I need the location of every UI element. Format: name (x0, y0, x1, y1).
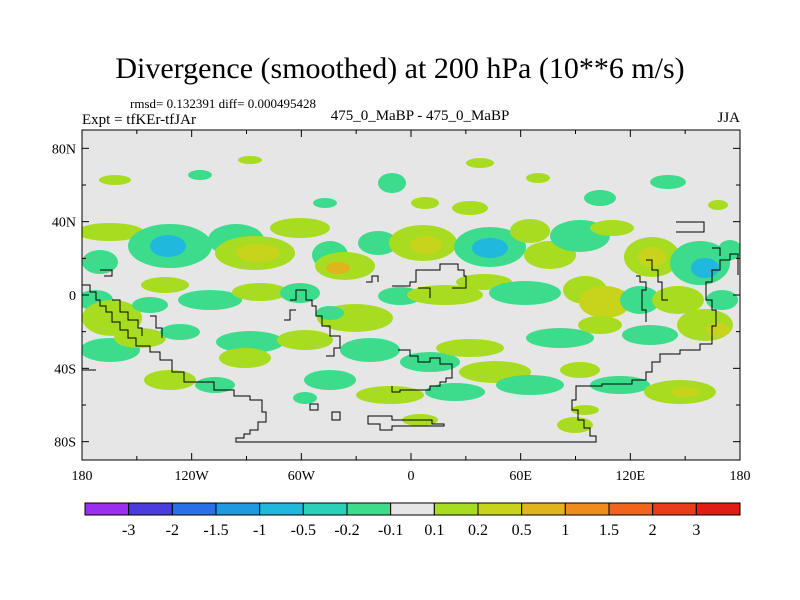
colorbar-swatch (302, 502, 348, 516)
x-tick-label: 180 (730, 469, 751, 484)
axis-tick-labels: 180 120W 60W 0 60E 120E 180 80N 40N 0 40S 80S (52, 142, 751, 484)
rmsd-diff-stats: rmsd= 0.132391 diff= 0.000495428 (130, 96, 316, 111)
colorbar-swatch (84, 502, 130, 516)
colorbar-label: -0.5 (291, 522, 316, 539)
colorbar-swatch (171, 502, 217, 516)
x-tick-label: 60E (509, 469, 532, 484)
season-label: JJA (717, 110, 740, 126)
colorbar-label: -2 (166, 522, 179, 539)
colorbar-label: -0.1 (378, 522, 403, 539)
colorbar-label: -1 (253, 522, 266, 539)
colorbar-swatch (564, 502, 610, 516)
colorbar-label: -3 (122, 522, 135, 539)
colorbar-label: -0.2 (334, 522, 359, 539)
experiment-label: Expt = tfKEr-tfJAr (82, 112, 196, 128)
colorbar-swatch (521, 502, 566, 516)
x-tick-label: 120E (616, 469, 646, 484)
colorbar: -3 -2 -1.5 -1 -0.5 -0.2 -0.1 0.1 0.2 0.5 1 1.5 2 3 (84, 502, 741, 539)
colorbar-label: 1 (561, 522, 569, 539)
colorbar-swatch (608, 502, 654, 516)
y-tick-label: 0 (69, 289, 76, 304)
x-tick-label: 60W (288, 469, 316, 484)
colorbar-swatch (390, 502, 435, 516)
y-tick-label: 80S (54, 436, 76, 451)
y-tick-label: 40S (54, 362, 76, 377)
colorbar-label: 0.1 (424, 522, 444, 539)
colorbar-swatch (433, 502, 479, 516)
colorbar-swatch (695, 502, 741, 516)
colorbar-label: 0.5 (512, 522, 532, 539)
colorbar-swatch (215, 502, 261, 516)
y-tick-label: 40N (52, 216, 76, 231)
colorbar-swatch (346, 502, 392, 516)
case-label: 475_0_MaBP - 475_0_MaBP (330, 108, 510, 124)
x-tick-label: 120W (175, 469, 210, 484)
colorbar-label: 0.2 (468, 522, 488, 539)
x-tick-label: 180 (72, 469, 93, 484)
colorbar-swatch (128, 502, 173, 516)
x-tick-label: 0 (408, 469, 415, 484)
coastlines (82, 221, 739, 443)
chart-title: Divergence (smoothed) at 200 hPa (10**6 … (115, 52, 685, 85)
colorbar-label: 1.5 (599, 522, 619, 539)
colorbar-label: -1.5 (203, 522, 228, 539)
colorbar-swatch (652, 502, 697, 516)
colorbar-swatch (259, 502, 304, 516)
axis-ticks (81, 130, 741, 460)
y-tick-label: 80N (52, 142, 76, 157)
colorbar-label: 3 (692, 522, 700, 539)
colorbar-label: 2 (649, 522, 657, 539)
colorbar-swatch (477, 502, 523, 516)
